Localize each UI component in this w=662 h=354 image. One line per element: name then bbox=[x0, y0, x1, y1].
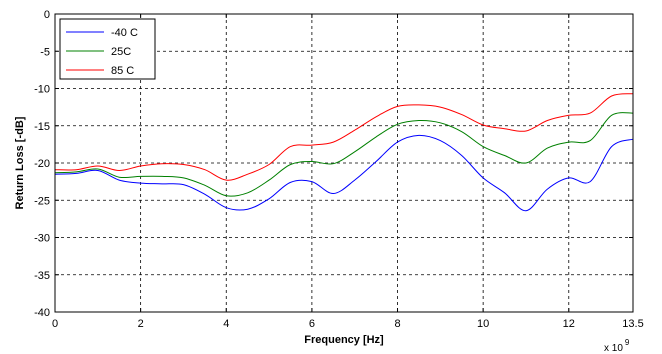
legend-label-3: 85 C bbox=[111, 65, 134, 77]
x-tick-label: 4 bbox=[223, 318, 229, 330]
x-tick-label: 10 bbox=[477, 318, 489, 330]
x-tick-label: 2 bbox=[138, 318, 144, 330]
y-tick-label: -5 bbox=[40, 46, 50, 58]
legend-box bbox=[59, 18, 156, 80]
y-tick-label: -25 bbox=[34, 195, 50, 207]
legend: -40 C 25C 85 C bbox=[59, 18, 156, 80]
legend-label-2: 25C bbox=[111, 46, 131, 58]
x-tick-label: 6 bbox=[309, 318, 315, 330]
legend-label-1: -40 C bbox=[111, 27, 138, 39]
y-tick-label: -15 bbox=[34, 121, 50, 133]
y-tick-label: -30 bbox=[34, 233, 50, 245]
series-lines bbox=[54, 93, 634, 212]
y-axis-label: Return Loss [-dB] bbox=[14, 116, 26, 209]
x-tick-label: 12 bbox=[563, 318, 575, 330]
y-tick-label: -40 bbox=[34, 307, 50, 319]
y-tick-label: 0 bbox=[44, 9, 50, 21]
x-multiplier-exponent: 9 bbox=[625, 338, 630, 347]
y-tick-label: -35 bbox=[34, 270, 50, 282]
x-axis-multiplier: x 109 bbox=[604, 338, 630, 354]
x-tick-label: 8 bbox=[394, 318, 400, 330]
axis-ticks: 0 2 4 6 8 10 12 13.5 0 -5 -10 -15 -20 -25 -30 -35 -40 bbox=[34, 9, 644, 330]
x-tick-label: 0 bbox=[52, 318, 58, 330]
series-line-3 bbox=[54, 93, 634, 181]
x-tick-label: 13.5 bbox=[622, 318, 643, 330]
y-tick-label: -10 bbox=[34, 84, 50, 96]
y-tick-label: -20 bbox=[34, 158, 50, 170]
x-multiplier-base: x 10 bbox=[604, 343, 623, 354]
series-line-1 bbox=[54, 134, 634, 212]
series-line-2 bbox=[54, 112, 634, 197]
x-axis-label: Frequency [Hz] bbox=[304, 334, 384, 346]
